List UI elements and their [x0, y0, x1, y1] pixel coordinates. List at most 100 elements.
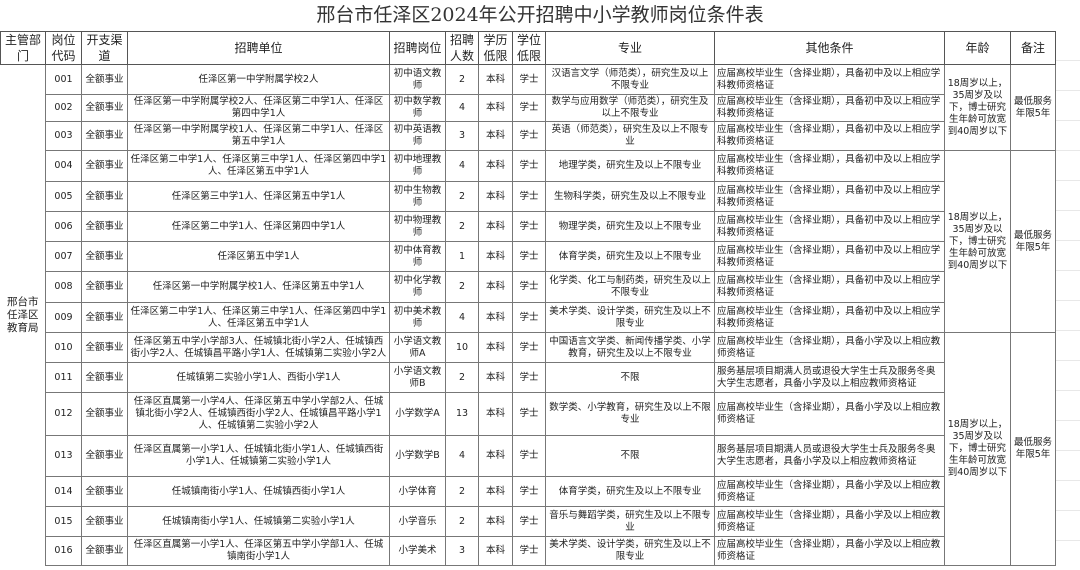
- table-row: 010 全额事业 任泽区第五中学小学部3人、任城镇北街小学2人、任城镇西街小学2人、…: [1, 332, 1056, 566]
- major-cell: 不限: [545, 435, 715, 477]
- channel-cell: 全额事业: [81, 536, 128, 566]
- units-cell: 任泽区第二中学1人、任泽区第四中学1人: [127, 211, 390, 242]
- channel-cell: 全额事业: [81, 150, 128, 182]
- count-cell: 2: [445, 476, 479, 507]
- code-cell: 001: [45, 64, 82, 95]
- major-cell: 不限: [545, 362, 715, 393]
- education-cell: 本科: [478, 241, 513, 272]
- units-cell: 任泽区第三中学1人、任泽区第五中学1人: [127, 181, 390, 212]
- major-cell: 物理学类，研究生及以上不限专业: [545, 211, 715, 242]
- channel-cell: 全额事业: [81, 332, 128, 363]
- code-cell: 008: [45, 271, 82, 303]
- education-cell: 本科: [478, 64, 513, 95]
- units-cell: 任泽区第一中学附属学校2人、任泽区第二中学1人、任泽区第四中学1人: [127, 94, 390, 122]
- position-cell: 初中生物教师: [389, 181, 446, 212]
- position-cell: 初中美术教师: [389, 302, 446, 333]
- table-row: 006 全额事业 任泽区第二中学1人、任泽区第四中学1人 初中物理教师 2 本科 学士 物理学…: [1, 211, 1056, 242]
- channel-cell: 全额事业: [81, 64, 128, 95]
- count-cell: 2: [445, 64, 479, 95]
- channel-cell: 全额事业: [81, 121, 128, 151]
- degree-cell: 学士: [512, 362, 546, 393]
- count-cell: 2: [445, 362, 479, 393]
- degree-cell: 学士: [512, 435, 546, 477]
- other-cell: 应届高校毕业生（含择业期），具备初中及以上相应学科教师资格证: [714, 271, 945, 303]
- degree-cell: 学士: [512, 121, 546, 151]
- major-cell: 汉语言文学（师范类），研究生及以上不限专业: [545, 64, 715, 95]
- units-cell: 任城镇南街小学1人、任城镇西街小学1人: [127, 476, 390, 507]
- units-cell: 任泽区直属第一小学4人、任泽区第五中学小学部2人、任城镇北街小学2人、任城镇西街…: [127, 392, 390, 436]
- positions-table: 主管部门 岗位代码 开支渠道 招聘单位 招聘岗位 招聘人数 学历低限 学位低限 专业 其他条件 年龄…: [0, 31, 1056, 566]
- header-row: 主管部门 岗位代码 开支渠道 招聘单位 招聘岗位 招聘人数 学历低限 学位低限 专业 其他条件 年龄…: [0, 31, 1056, 65]
- education-cell: 本科: [478, 392, 513, 436]
- age-cell: 18周岁以上，35周岁及以下，博士研究生年龄可放宽到40周岁以下: [944, 332, 1011, 566]
- code-cell: 016: [45, 536, 82, 566]
- education-cell: 本科: [478, 435, 513, 477]
- table-row: 013 全额事业 任泽区直属第一小学1人、任城镇北街小学1人、任城镇西街小学1人、任…: [1, 435, 1056, 477]
- channel-cell: 全额事业: [81, 211, 128, 242]
- table-row: 008 全额事业 任泽区第一中学附属学校1人、任泽区第五中学1人 初中化学教师 2 本科学…: [1, 271, 1056, 303]
- count-cell: 4: [445, 302, 479, 333]
- position-cell: 小学体育: [389, 476, 446, 507]
- degree-cell: 学士: [512, 64, 546, 95]
- units-cell: 任泽区第五中学1人: [127, 241, 390, 272]
- degree-cell: 学士: [512, 476, 546, 507]
- major-cell: 体育学类，研究生及以上不限专业: [545, 241, 715, 272]
- units-cell: 任泽区第一中学附属学校2人: [127, 64, 390, 95]
- major-cell: 中国语言文学类、新闻传播学类、小学教育，研究生及以上不限专业: [545, 332, 715, 363]
- table-row: 015 全额事业 任城镇南街小学1人、任城镇第二实验小学1人 小学音乐 2 本科 学士 音乐与…: [1, 506, 1056, 537]
- channel-cell: 全额事业: [81, 392, 128, 436]
- header-position: 招聘岗位: [389, 31, 446, 65]
- code-cell: 005: [45, 181, 82, 212]
- position-cell: 初中英语教师: [389, 121, 446, 151]
- code-cell: 006: [45, 211, 82, 242]
- other-cell: 应届高校毕业生（含择业期），具备初中及以上相应学科教师资格证: [714, 94, 945, 122]
- code-cell: 013: [45, 435, 82, 477]
- table-row: 邢台市任泽区教育局 001 全额事业 任泽区第一中学附属学校2人 初中语文教师 2 本科 学士…: [0, 64, 1056, 566]
- education-cell: 本科: [478, 150, 513, 182]
- channel-cell: 全额事业: [81, 181, 128, 212]
- degree-cell: 学士: [512, 271, 546, 303]
- note-cell: 最低服务年限5年: [1010, 150, 1056, 333]
- department-cell: 邢台市任泽区教育局: [0, 64, 46, 566]
- major-cell: 数学类、小学教育，研究生及以上不限专业: [545, 392, 715, 436]
- note-cell: 最低服务年限5年: [1010, 332, 1056, 566]
- age-cell: 18周岁以上，35周岁及以下，博士研究生年龄可放宽到40周岁以下: [944, 150, 1011, 333]
- degree-cell: 学士: [512, 332, 546, 363]
- other-cell: 应届高校毕业生（含择业期），具备小学及以上相应教师资格证: [714, 536, 945, 566]
- education-cell: 本科: [478, 332, 513, 363]
- position-cell: 初中化学教师: [389, 271, 446, 303]
- header-major: 专业: [545, 31, 715, 65]
- units-cell: 任城镇南街小学1人、任城镇第二实验小学1人: [127, 506, 390, 537]
- other-cell: 服务基层项目期满人员或退役大学生士兵及服务冬奥大学生志愿者，具备小学及以上相应教…: [714, 362, 945, 393]
- code-cell: 007: [45, 241, 82, 272]
- table-row: 012 全额事业 任泽区直属第一小学4人、任泽区第五中学小学部2人、任城镇北街小学2…: [1, 392, 1056, 436]
- units-cell: 任泽区直属第一小学1人、任城镇北街小学1人、任城镇西街小学1人、任城镇第二实验小…: [127, 435, 390, 477]
- channel-cell: 全额事业: [81, 435, 128, 477]
- education-cell: 本科: [478, 121, 513, 151]
- channel-cell: 全额事业: [81, 94, 128, 122]
- degree-cell: 学士: [512, 536, 546, 566]
- code-cell: 010: [45, 332, 82, 363]
- position-cell: 小学数学B: [389, 435, 446, 477]
- position-cell: 小学数学A: [389, 392, 446, 436]
- major-cell: 化学类、化工与制药类，研究生及以上不限专业: [545, 271, 715, 303]
- table-row: 009 全额事业 任泽区第二中学1人、任泽区第三中学1人、任泽区第四中学1人、任泽区…: [1, 302, 1056, 333]
- other-cell: 应届高校毕业生（含择业期），具备初中及以上相应学科教师资格证: [714, 211, 945, 242]
- code-cell: 002: [45, 94, 82, 122]
- education-cell: 本科: [478, 271, 513, 303]
- count-cell: 4: [445, 435, 479, 477]
- header-channel: 开支渠道: [81, 31, 128, 65]
- other-cell: 应届高校毕业生（含择业期），具备初中及以上相应学科教师资格证: [714, 121, 945, 151]
- major-cell: 地理学类，研究生及以上不限专业: [545, 150, 715, 182]
- degree-cell: 学士: [512, 181, 546, 212]
- units-cell: 任泽区第二中学1人、任泽区第三中学1人、任泽区第四中学1人、任泽区第五中学1人: [127, 150, 390, 182]
- header-code: 岗位代码: [45, 31, 82, 65]
- units-cell: 任泽区第五中学小学部3人、任城镇北街小学2人、任城镇西街小学2人、任城镇昌平路小…: [127, 332, 390, 363]
- count-cell: 4: [445, 94, 479, 122]
- header-count: 招聘人数: [445, 31, 479, 65]
- position-cell: 初中语文教师: [389, 64, 446, 95]
- other-cell: 应届高校毕业生（含择业期），具备初中及以上相应学科教师资格证: [714, 241, 945, 272]
- count-cell: 2: [445, 181, 479, 212]
- header-education: 学历低限: [478, 31, 513, 65]
- other-cell: 应届高校毕业生（含择业期），具备小学及以上相应教师资格证: [714, 476, 945, 507]
